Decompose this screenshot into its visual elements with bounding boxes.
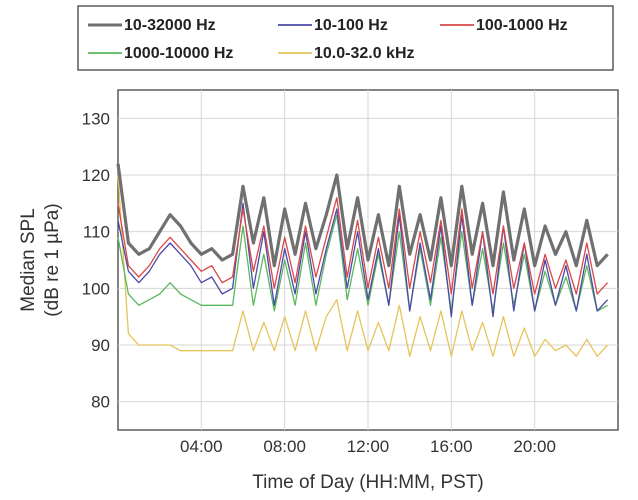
x-tick-label: 04:00	[180, 437, 223, 456]
legend-label: 100-1000 Hz	[476, 17, 568, 34]
y-tick-label: 110	[83, 223, 110, 242]
y-tick-label: 130	[82, 109, 110, 128]
legend: 10-32000 Hz 10-100 Hz 100-1000 Hz 1000-1000…	[77, 5, 614, 71]
legend-label: 1000-10000 Hz	[124, 45, 233, 62]
series-line-10-32000-hz	[116, 163, 609, 268]
x-tick-label: 20:00	[513, 437, 556, 456]
legend-label: 10-100 Hz	[314, 17, 388, 34]
x-tick-label: 12:00	[347, 437, 390, 456]
y-axis-label-line2: (dB re 1 µPa)	[42, 203, 63, 316]
legend-box	[77, 5, 614, 71]
series-line-1000-10000-hz	[117, 214, 608, 312]
legend-label: 10.0-32.0 kHz	[314, 45, 415, 62]
y-tick-label: 80	[91, 393, 110, 412]
x-tick-label: 08:00	[263, 437, 306, 456]
y-axis-label-line1: Median SPL	[18, 208, 39, 312]
tick-labels: 80 90 100 110 120 130 04:00 08:00 12:00 16:00 20:0…	[82, 109, 556, 456]
x-axis-label: Time of Day (HH:MM, PST)	[252, 472, 484, 493]
series-line-10-0-32-0-khz	[117, 174, 609, 357]
series-line-100-1000-hz	[117, 197, 609, 295]
y-tick-label: 100	[82, 279, 110, 298]
legend-label: 10-32000 Hz	[124, 17, 216, 34]
series-lines	[116, 163, 609, 357]
x-tick-label: 16:00	[430, 437, 473, 456]
y-tick-label: 90	[91, 336, 110, 355]
y-tick-label: 120	[82, 166, 110, 185]
